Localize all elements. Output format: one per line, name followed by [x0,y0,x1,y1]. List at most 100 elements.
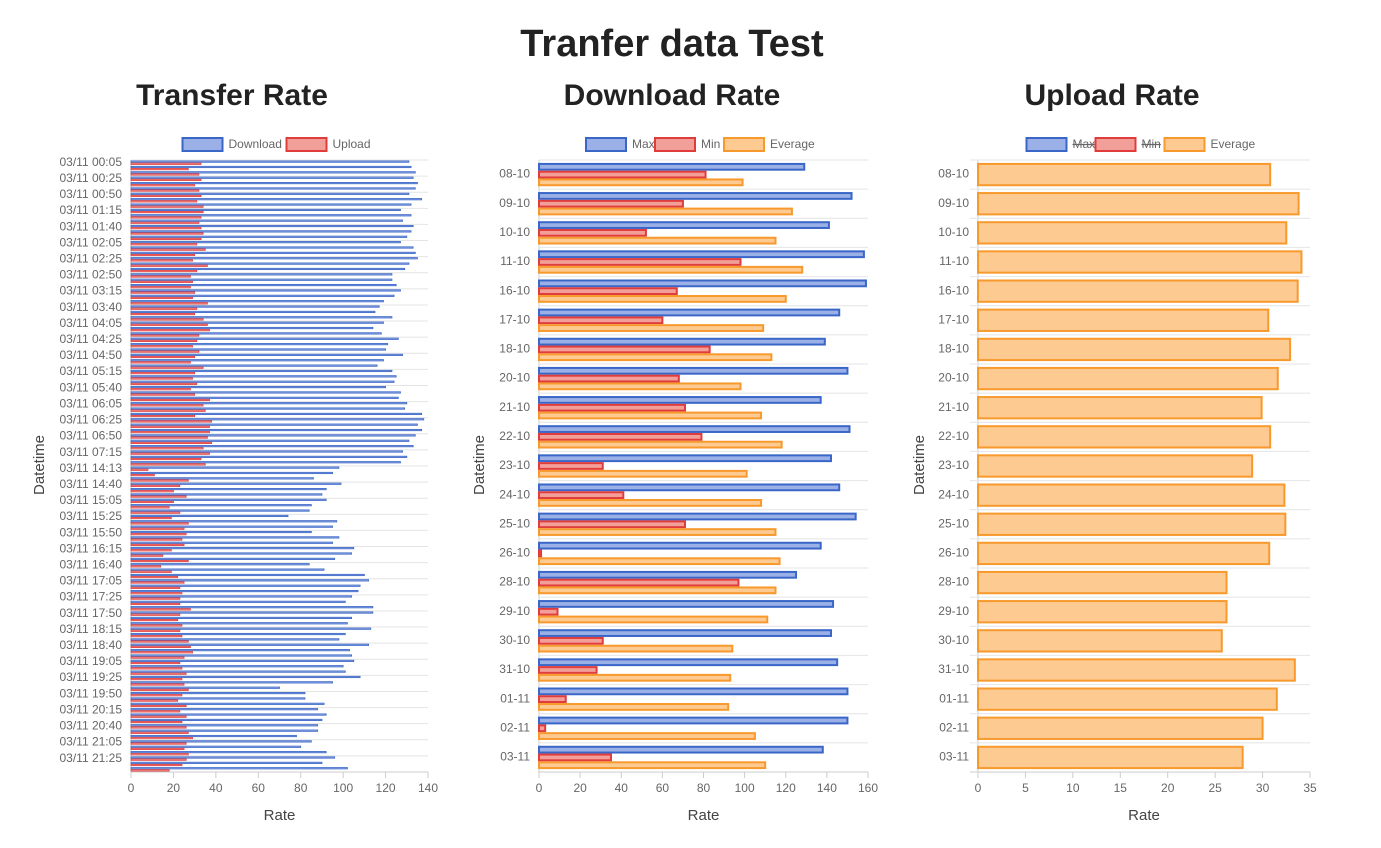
bar [130,710,181,713]
x-axis-label: Rate [1128,807,1160,824]
bar [130,740,312,743]
bar [130,758,187,761]
bar [538,425,851,433]
bar [130,173,200,176]
bar [130,547,355,550]
x-tick-label: 30 [1256,781,1270,795]
y-tick-label: 20-10 [499,371,530,385]
bar [977,629,1223,653]
bar [130,500,174,504]
bar [130,493,323,496]
bar [977,570,1228,595]
bar [130,488,327,491]
legend-swatch [1094,137,1137,152]
bar [130,259,193,262]
bar [538,607,559,616]
y-tick-label: 03/11 17:50 [59,606,122,620]
bar [130,724,319,727]
x-tick-label: 60 [656,781,670,795]
bar [130,606,374,609]
y-tick-label: 08-10 [938,167,969,181]
bar [538,658,839,667]
x-tick-label: 60 [252,781,266,795]
bar [538,295,787,303]
bar [130,278,393,281]
bar [130,203,412,206]
bar [130,597,181,600]
bar [538,432,703,441]
y-tick-label: 22-10 [938,429,969,443]
bar [130,339,198,342]
bar [130,563,310,566]
y-tick-label: 25-10 [938,516,969,530]
bar [538,491,625,500]
y-tick-label: 03/11 17:05 [59,574,122,588]
bar [130,318,204,321]
legend-swatch [285,137,328,152]
bar [538,528,777,536]
y-tick-label: 20-10 [938,371,969,385]
bar [130,667,183,670]
bar [130,530,312,534]
bar [130,517,172,520]
bar [130,640,189,643]
bar [130,457,202,461]
bar [130,377,193,380]
y-tick-label: 03/11 03:40 [59,300,122,314]
bar [130,498,327,501]
y-tick-label: 03/11 02:50 [59,268,122,282]
bar [130,649,350,652]
bar [538,578,740,587]
bar [130,595,353,598]
bar [130,227,202,230]
bar [130,345,193,348]
legend-swatch [1163,137,1206,152]
bar [538,258,742,266]
bar [130,162,202,165]
bar [130,536,340,539]
bar [538,716,849,725]
bar [130,291,196,294]
y-tick-label: 03/11 20:40 [59,719,122,733]
y-axis-label: Datetime [471,435,488,495]
bar [130,629,181,632]
bar [130,455,408,458]
y-axis-label: Datetime [911,435,928,495]
bar [977,250,1303,274]
bar [538,192,853,200]
y-tick-label: 03/11 16:15 [59,541,122,555]
bar [130,388,191,391]
y-tick-label: 16-10 [938,283,969,297]
x-tick-label: 120 [376,781,396,795]
bar [538,353,773,362]
bar [130,284,397,287]
y-tick-label: 03/11 02:05 [59,235,122,249]
bar [130,543,185,546]
bar [130,471,333,475]
bar [130,294,395,297]
bar [130,726,187,729]
bar [130,248,206,251]
y-axis-label: Datetime [31,435,48,495]
bar [130,409,206,412]
bar [130,579,370,582]
legend-swatch [723,137,765,152]
y-tick-label: 01-11 [500,691,530,705]
y-tick-label: 08-10 [499,167,530,181]
bar [130,552,353,555]
bar [130,504,312,507]
y-tick-label: 03/11 02:25 [59,251,122,265]
bar [130,300,384,303]
legend-swatch [1025,137,1068,152]
bar [130,241,401,244]
bar [130,753,189,756]
bar [130,412,423,415]
y-tick-label: 01-11 [939,691,969,705]
legend-label: Everage [770,137,815,151]
bar [130,522,189,525]
bar [130,198,423,201]
bar [130,165,412,169]
bar [130,624,183,627]
y-tick-label: 31-10 [499,662,530,676]
y-tick-label: 09-10 [499,196,530,210]
